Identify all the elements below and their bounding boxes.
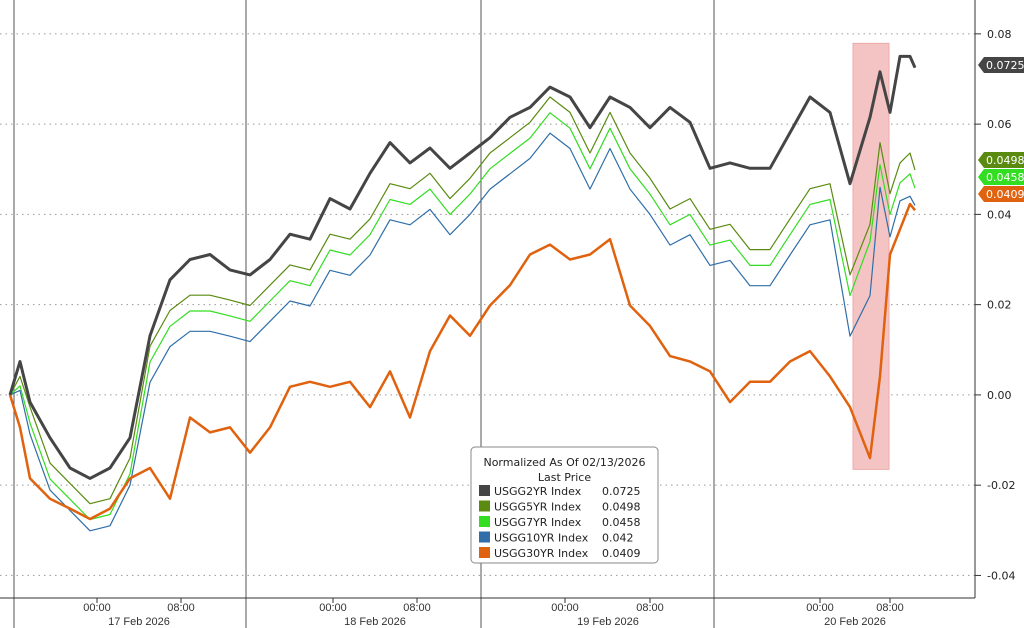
series-line-usgg10yr [9, 132, 916, 532]
tag-shape [978, 186, 1024, 202]
legend-label: USGG10YR Index [494, 532, 589, 545]
legend-swatch [479, 485, 490, 496]
series-line-usgg30yr [8, 202, 916, 521]
tag-shape [978, 169, 1024, 185]
last-value-tag: 0.0498 [978, 152, 1024, 168]
tag-shape [978, 57, 1024, 73]
series-line-usgg2yr [8, 54, 917, 480]
y-tick-label: -0.02 [987, 479, 1015, 492]
legend-label: USGG30YR Index [494, 547, 589, 560]
last-value-tag: 0.0409 [978, 186, 1024, 202]
legend-subtitle: Last Price [538, 471, 591, 484]
y-tick-label: -0.04 [987, 569, 1015, 582]
legend: Normalized As Of 02/13/2026 Last Price U… [470, 446, 659, 564]
y-tick-label: 0.08 [987, 28, 1012, 41]
legend-value: 0.0725 [602, 485, 641, 498]
legend-value: 0.042 [602, 532, 634, 545]
legend-value: 0.0498 [602, 501, 641, 514]
tag-shape [978, 152, 1024, 168]
y-tick-label: 0.02 [987, 299, 1012, 312]
legend-label: USGG5YR Index [494, 501, 582, 514]
x-day-label: 20 Feb 2026 [824, 616, 886, 628]
tag-value: 0.0409 [986, 188, 1024, 201]
gridlines [0, 0, 975, 628]
legend-value: 0.0409 [602, 547, 641, 560]
tag-value: 0.0725 [986, 59, 1024, 72]
x-day-label: 18 Feb 2026 [344, 616, 406, 628]
x-tick-label: 00:00 [806, 602, 834, 614]
legend-label: USGG2YR Index [494, 485, 582, 498]
last-value-tags: 0.0725 0.0498 0.0458 0.0409 [978, 57, 1024, 202]
x-tick-label: 08:00 [876, 602, 904, 614]
x-tick-label: 08:00 [403, 602, 431, 614]
x-tick-label: 08:00 [636, 602, 664, 614]
x-tick-label: 00:00 [551, 602, 579, 614]
legend-swatch [479, 500, 490, 512]
legend-value: 0.0458 [602, 516, 641, 529]
series-line-usgg5yr [9, 96, 916, 505]
legend-swatch [479, 547, 490, 558]
legend-title: Normalized As Of 02/13/2026 [483, 456, 645, 469]
y-tick-label: 0.06 [987, 118, 1012, 131]
x-day-label: 19 Feb 2026 [577, 616, 639, 628]
legend-swatch [479, 516, 490, 527]
last-value-tag: 0.0458 [978, 169, 1024, 185]
legend-label: USGG7YR Index [494, 516, 582, 529]
x-tick-label: 00:00 [319, 602, 347, 614]
legend-swatch [479, 531, 490, 543]
x-tick-label: 08:00 [167, 602, 195, 614]
tag-value: 0.0498 [986, 154, 1024, 167]
series-lines [8, 54, 917, 532]
series-line-usgg7yr [9, 112, 916, 521]
tag-value: 0.0458 [986, 171, 1024, 184]
legend-box [470, 446, 659, 564]
x-tick-label: 00:00 [83, 602, 111, 614]
last-value-tag: 0.0725 [978, 57, 1024, 73]
x-day-label: 17 Feb 2026 [108, 616, 170, 628]
y-tick-label: 0.00 [987, 389, 1012, 402]
y-tick-label: 0.04 [987, 208, 1012, 221]
